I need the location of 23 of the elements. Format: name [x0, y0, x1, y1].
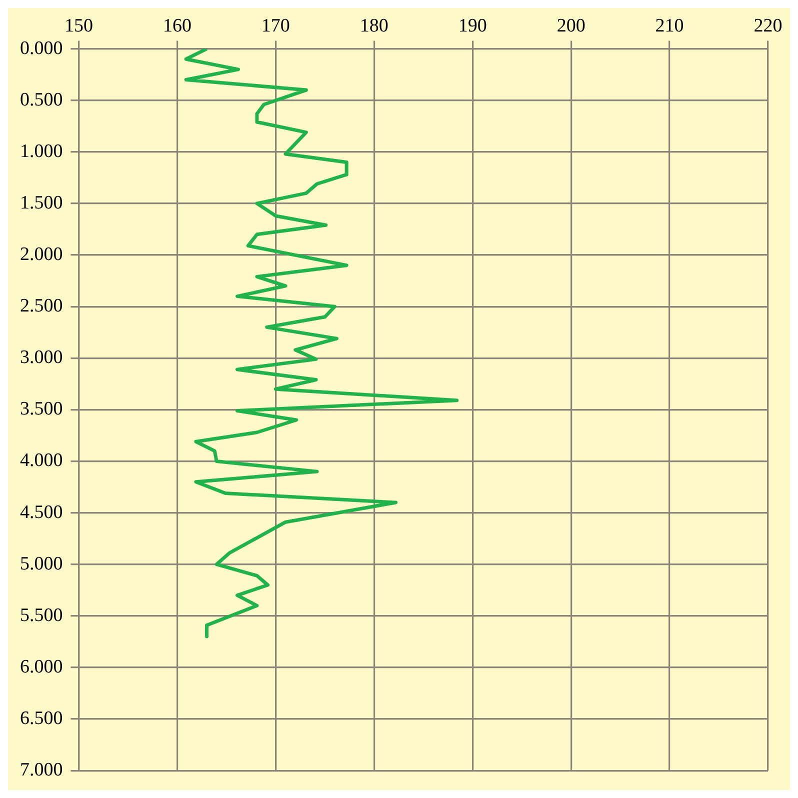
y-tick-label: 0.000	[20, 38, 63, 59]
y-tick-label: 6.000	[20, 656, 63, 678]
y-tick-label: 0.500	[20, 89, 63, 110]
y-tick-label: 4.000	[20, 450, 63, 472]
y-tick-label: 4.500	[20, 502, 63, 523]
x-tick-label: 190	[458, 15, 487, 36]
y-tick-label: 3.000	[20, 347, 63, 368]
y-tick-label: 3.500	[20, 398, 63, 420]
y-tick-label: 7.000	[20, 760, 63, 781]
x-tick-label: 160	[162, 15, 192, 36]
y-tick-label: 2.500	[20, 296, 63, 317]
x-tick-label: 210	[655, 15, 684, 36]
x-tick-label: 150	[64, 15, 93, 36]
x-tick-label: 170	[261, 15, 290, 36]
y-tick-label: 1.000	[20, 140, 63, 162]
y-tick-label: 5.000	[20, 553, 63, 574]
x-tick-label: 220	[754, 15, 782, 36]
y-tick-label: 2.000	[20, 244, 63, 266]
x-tick-label: 200	[556, 15, 586, 36]
y-tick-label: 6.500	[20, 708, 63, 730]
y-tick-label: 1.500	[20, 192, 63, 214]
x-tick-label: 180	[360, 15, 388, 36]
y-tick-label: 5.500	[20, 604, 63, 626]
